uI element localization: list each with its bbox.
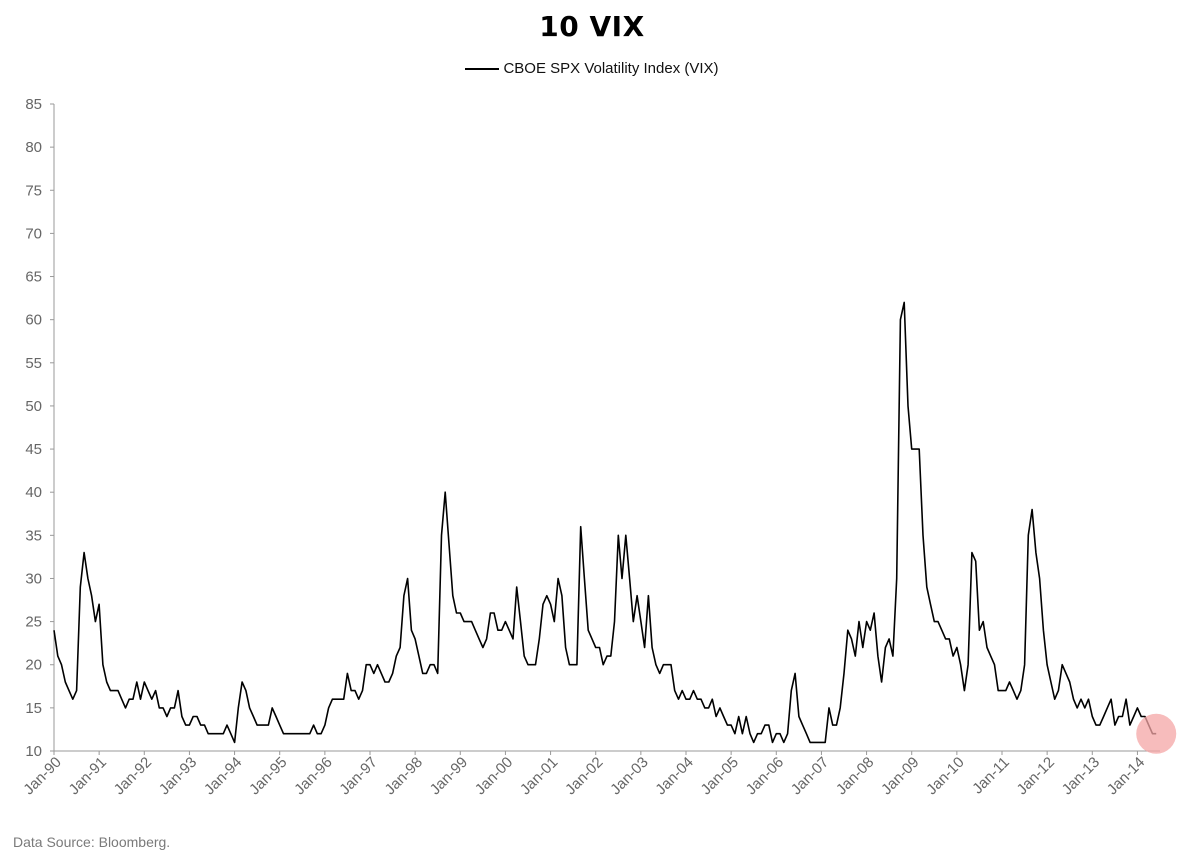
y-tick-label: 65: [25, 269, 42, 286]
x-tick-label: Jan-10: [923, 754, 967, 798]
y-tick-label: 55: [25, 355, 42, 372]
x-tick-label: Jan-90: [20, 754, 64, 798]
x-tick-label: Jan-05: [698, 754, 742, 798]
x-tick-label: Jan-13: [1059, 754, 1103, 798]
highlight-layer: [1136, 713, 1177, 754]
x-tick-label: Jan-02: [562, 754, 606, 798]
y-tick-label: 15: [25, 700, 42, 717]
x-tick-label: Jan-92: [111, 754, 155, 798]
x-tick-label: Jan-99: [427, 754, 471, 798]
y-tick-label: 10: [25, 743, 42, 760]
x-tick-label: Jan-95: [246, 754, 290, 798]
x-tick-label: Jan-91: [66, 754, 110, 798]
y-tick-label: 80: [25, 139, 42, 156]
source-note: Data Source: Bloomberg.: [13, 834, 171, 850]
legend-line-swatch: [465, 68, 500, 71]
x-tick-label: Jan-96: [291, 754, 335, 798]
x-tick-label: Jan-04: [652, 754, 696, 798]
y-axis: 10 15 20 25 30 35 40 45 50 55 60 65 70 75 80 85: [25, 96, 55, 760]
y-tick-label: 50: [25, 398, 42, 415]
series-layer: [53, 301, 1157, 744]
x-tick-label: Jan-97: [336, 754, 380, 798]
y-tick-label: 45: [25, 441, 42, 458]
x-tick-label: Jan-11: [969, 754, 1013, 798]
chart-legend: CBOE SPX Volatility Index (VIX): [0, 60, 1184, 77]
x-tick-label: Jan-93: [156, 754, 200, 798]
x-tick-label: Jan-08: [833, 754, 877, 798]
chart-title: 10 VIX: [539, 10, 645, 43]
x-tick-label: Jan-01: [517, 754, 561, 798]
x-tick-label: Jan-12: [1014, 754, 1058, 798]
x-tick-label: Jan-09: [878, 754, 922, 798]
x-tick-label: Jan-00: [472, 754, 516, 798]
y-tick-label: 35: [25, 527, 42, 544]
y-tick-label: 60: [25, 312, 42, 329]
y-tick-label: 20: [25, 657, 42, 674]
vix-series-line: [53, 301, 1157, 744]
x-tick-label: Jan-94: [201, 754, 245, 798]
y-tick-label: 40: [25, 484, 42, 501]
y-tick-label: 70: [25, 225, 42, 242]
y-tick-label: 75: [25, 182, 42, 199]
x-tick-label: Jan-98: [382, 754, 426, 798]
y-tick-label: 25: [25, 614, 42, 631]
y-tick-label: 85: [25, 96, 42, 113]
x-axis: Jan-90 Jan-91 Jan-92 Jan-93 Jan-94 Jan-95 Jan-…: [20, 750, 1160, 798]
y-tick-label: 30: [25, 570, 42, 587]
x-tick-label: Jan-06: [743, 754, 787, 798]
x-tick-label: Jan-07: [788, 754, 832, 798]
latest-value-highlight: [1136, 713, 1177, 754]
legend-label: CBOE SPX Volatility Index (VIX): [503, 60, 719, 77]
x-tick-label: Jan-03: [607, 754, 651, 798]
x-tick-label: Jan-14: [1104, 754, 1148, 798]
